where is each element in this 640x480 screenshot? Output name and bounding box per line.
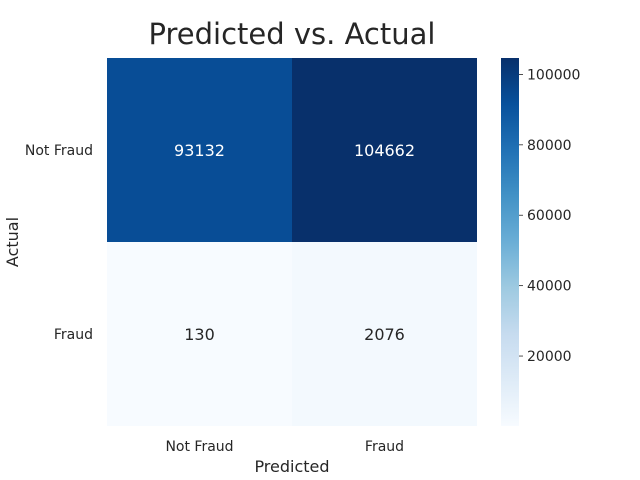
y-tick-label: Not Fraud <box>25 143 93 159</box>
colorbar <box>501 58 519 426</box>
colorbar-tick-label: 20000 <box>527 349 572 365</box>
y-tick-label: Fraud <box>54 327 93 343</box>
heatmap-cell <box>292 58 477 242</box>
colorbar-tick-label: 80000 <box>527 138 572 154</box>
heatmap-cells <box>107 58 477 426</box>
x-tick-label: Fraud <box>365 439 404 455</box>
heatmap-cell-label: 2076 <box>364 325 405 344</box>
colorbar-tick-label: 40000 <box>527 279 572 295</box>
x-axis-label: Predicted <box>254 457 329 476</box>
y-axis-label: Actual <box>3 217 22 267</box>
heatmap-cell-label: 130 <box>184 325 215 344</box>
heatmap-cell-label: 104662 <box>354 141 415 160</box>
y-axis-tick-labels: Not Fraud Fraud <box>25 143 93 343</box>
heatmap-cell-label: 93132 <box>174 141 225 160</box>
colorbar-tick-label: 60000 <box>527 208 572 224</box>
colorbar-tick-label: 100000 <box>527 67 580 83</box>
heatmap-cell <box>292 242 477 426</box>
heatmap-cell-labels: 93132 104662 130 2076 <box>174 141 415 344</box>
heatmap-cell <box>107 58 292 242</box>
heatmap-cell <box>107 242 292 426</box>
colorbar-ticks: 20000 40000 60000 80000 100000 <box>519 67 580 365</box>
x-tick-label: Not Fraud <box>165 439 233 455</box>
x-axis-tick-labels: Not Fraud Fraud <box>165 439 404 455</box>
chart-title: Predicted vs. Actual <box>149 17 436 51</box>
